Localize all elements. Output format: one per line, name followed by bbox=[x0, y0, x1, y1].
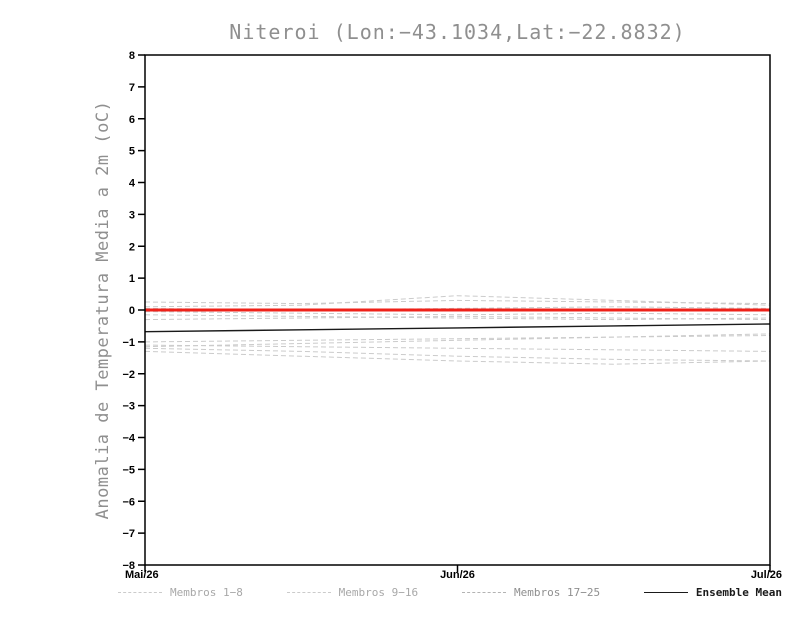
svg-text:6: 6 bbox=[129, 114, 135, 126]
legend-label: Membros 9−16 bbox=[338, 586, 419, 599]
svg-text:2: 2 bbox=[129, 241, 135, 253]
svg-text:−6: −6 bbox=[122, 496, 135, 508]
legend: Membros 1−8 Membros 9−16 Membros 17−25 Ense… bbox=[118, 586, 782, 599]
svg-text:4: 4 bbox=[129, 178, 136, 190]
svg-text:−4: −4 bbox=[122, 433, 135, 445]
svg-text:Jun/26: Jun/26 bbox=[440, 569, 475, 581]
legend-label: Ensemble Mean bbox=[695, 586, 782, 599]
svg-text:Jul/26: Jul/26 bbox=[751, 569, 782, 581]
svg-text:−8: −8 bbox=[122, 560, 135, 572]
svg-text:−3: −3 bbox=[122, 401, 135, 413]
legend-label: Membros 1−8 bbox=[170, 586, 243, 599]
dashed-line-sample-icon bbox=[118, 592, 162, 593]
legend-item: Ensemble Mean bbox=[643, 586, 782, 599]
legend-label: Membros 17−25 bbox=[513, 586, 601, 599]
legend-item: Membros 17−25 bbox=[461, 586, 601, 599]
dashed-line-sample-icon bbox=[461, 592, 506, 593]
legend-item: Membros 1−8 bbox=[118, 586, 243, 599]
svg-text:3: 3 bbox=[129, 209, 135, 221]
svg-text:1: 1 bbox=[129, 273, 135, 285]
svg-text:7: 7 bbox=[129, 82, 135, 94]
svg-text:Mai/26: Mai/26 bbox=[125, 569, 159, 581]
chart-title: Niteroi (Lon:−43.1034,Lat:−22.8832) bbox=[229, 20, 686, 44]
svg-text:−1: −1 bbox=[122, 337, 135, 349]
svg-text:−2: −2 bbox=[122, 369, 135, 381]
svg-text:−7: −7 bbox=[122, 528, 135, 540]
svg-text:−5: −5 bbox=[122, 464, 135, 476]
svg-text:5: 5 bbox=[129, 146, 135, 158]
svg-text:8: 8 bbox=[129, 50, 135, 62]
dashed-line-sample-icon bbox=[286, 592, 331, 593]
legend-item: Membros 9−16 bbox=[286, 586, 419, 599]
svg-text:0: 0 bbox=[129, 305, 135, 317]
solid-line-sample-icon bbox=[643, 592, 688, 593]
